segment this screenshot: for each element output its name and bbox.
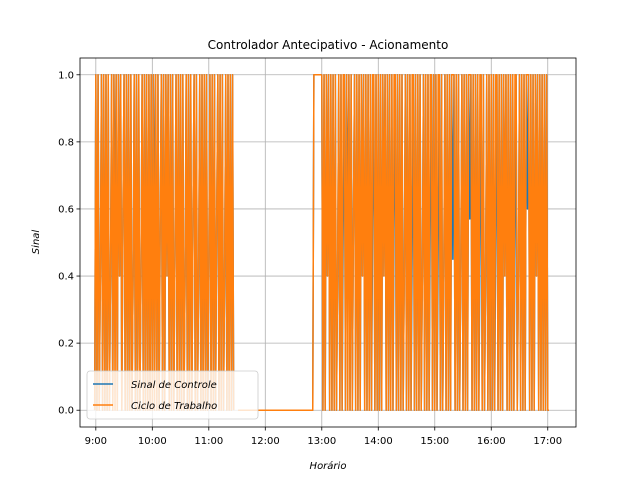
y-tick-label: 0.4 bbox=[58, 272, 74, 283]
x-tick-label: 9:00 bbox=[85, 436, 107, 447]
x-tick-label: 12:00 bbox=[251, 436, 280, 447]
chart-title: Controlador Antecipativo - Acionamento bbox=[208, 38, 449, 52]
x-tick-label: 15:00 bbox=[420, 436, 449, 447]
plot-frame bbox=[79, 57, 577, 428]
y-tick-label: 0.6 bbox=[58, 204, 74, 215]
series-line-2-2 bbox=[238, 74, 322, 411]
series-line-2-1 bbox=[93, 74, 235, 411]
series-layer bbox=[93, 74, 549, 411]
y-tick-label: 0.0 bbox=[58, 406, 74, 417]
y-axis: 0.0 0.2 0.4 0.6 0.8 1.0 bbox=[58, 70, 80, 417]
legend-box bbox=[86, 370, 259, 420]
y-axis-label: Sinal bbox=[31, 230, 42, 255]
legend-label: Sinal de Controle bbox=[131, 380, 217, 391]
x-tick-label: 14:00 bbox=[364, 436, 393, 447]
x-tick-label: 10:00 bbox=[138, 436, 167, 447]
series-2 bbox=[93, 74, 549, 411]
y-tick-label: 0.2 bbox=[58, 339, 74, 350]
legend: Sinal de Controle Ciclo de Trabalho bbox=[86, 370, 259, 420]
x-tick-label: 11:00 bbox=[194, 436, 223, 447]
y-tick-label: 0.8 bbox=[58, 137, 74, 148]
x-axis-label: Horário bbox=[310, 460, 347, 472]
series-line-2-3 bbox=[321, 74, 549, 411]
legend-label: Ciclo de Trabalho bbox=[131, 401, 217, 412]
x-tick-label: 13:00 bbox=[307, 436, 336, 447]
x-axis: 9:00 10:00 11:00 12:00 13:00 14:00 15:00 16:00 1… bbox=[85, 427, 562, 447]
x-tick-label: 17:00 bbox=[533, 436, 562, 447]
y-tick-label: 1.0 bbox=[58, 70, 74, 81]
x-tick-label: 16:00 bbox=[477, 436, 506, 447]
